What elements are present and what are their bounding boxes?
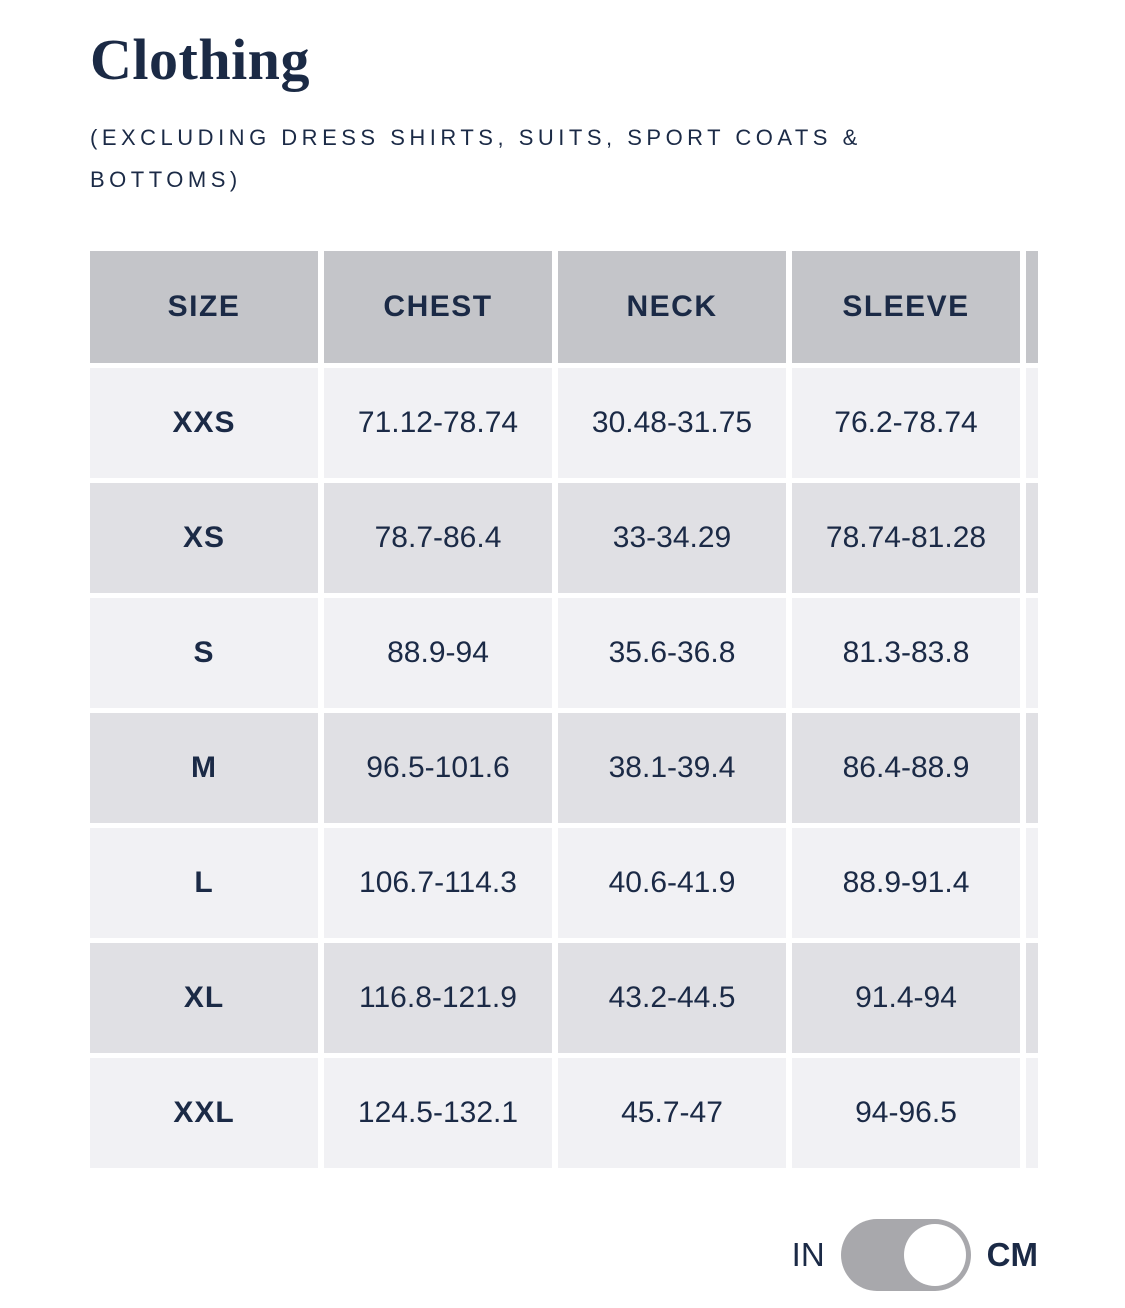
table-row: XXL 124.5-132.1 45.7-47 94-96.5 (90, 1058, 1038, 1168)
neck-value: 35.6-36.8 (558, 598, 786, 708)
chest-value: 71.12-78.74 (324, 368, 552, 478)
table-cell-partial (1026, 368, 1038, 478)
chest-value: 78.7-86.4 (324, 483, 552, 593)
chest-value: 106.7-114.3 (324, 828, 552, 938)
table-cell-partial (1026, 828, 1038, 938)
neck-value: 43.2-44.5 (558, 943, 786, 1053)
sleeve-value: 78.74-81.28 (792, 483, 1020, 593)
size-label: XXL (90, 1058, 318, 1168)
table-row: L 106.7-114.3 40.6-41.9 88.9-91.4 (90, 828, 1038, 938)
table-row: XXS 71.12-78.74 30.48-31.75 76.2-78.74 (90, 368, 1038, 478)
sleeve-value: 94-96.5 (792, 1058, 1020, 1168)
unit-label-cm[interactable]: CM (986, 1236, 1038, 1273)
size-table-scroll[interactable]: SIZE CHEST NECK SLEEVE XXS 71.12-78.74 3… (90, 251, 1038, 1173)
neck-value: 38.1-39.4 (558, 713, 786, 823)
chest-value: 96.5-101.6 (324, 713, 552, 823)
table-cell-partial (1026, 1058, 1038, 1168)
table-cell-partial (1026, 943, 1038, 1053)
size-label: XL (90, 943, 318, 1053)
table-cell-partial (1026, 713, 1038, 823)
sleeve-value: 76.2-78.74 (792, 368, 1020, 478)
size-label: S (90, 598, 318, 708)
table-header-row: SIZE CHEST NECK SLEEVE (90, 251, 1038, 363)
sleeve-value: 91.4-94 (792, 943, 1020, 1053)
sleeve-value: 86.4-88.9 (792, 713, 1020, 823)
unit-label-in[interactable]: IN (791, 1236, 825, 1273)
neck-value: 33-34.29 (558, 483, 786, 593)
neck-value: 45.7-47 (558, 1058, 786, 1168)
size-label: XS (90, 483, 318, 593)
column-header-sleeve: SLEEVE (792, 251, 1020, 363)
column-header-partial (1026, 251, 1038, 363)
size-label: XXS (90, 368, 318, 478)
sleeve-value: 88.9-91.4 (792, 828, 1020, 938)
table-cell-partial (1026, 483, 1038, 593)
chest-value: 116.8-121.9 (324, 943, 552, 1053)
unit-toggle-switch[interactable] (840, 1219, 971, 1291)
neck-value: 40.6-41.9 (558, 828, 786, 938)
toggle-knob[interactable] (903, 1224, 966, 1286)
table-row: M 96.5-101.6 38.1-39.4 86.4-88.9 (90, 713, 1038, 823)
page-subtitle: (EXCLUDING DRESS SHIRTS, SUITS, SPORT CO… (90, 125, 862, 192)
neck-value: 30.48-31.75 (558, 368, 786, 478)
size-label: M (90, 713, 318, 823)
page-title: Clothing (90, 27, 310, 92)
chest-value: 88.9-94 (324, 598, 552, 708)
column-header-chest: CHEST (324, 251, 552, 363)
table-row: S 88.9-94 35.6-36.8 81.3-83.8 (90, 598, 1038, 708)
table-row: XL 116.8-121.9 43.2-44.5 91.4-94 (90, 943, 1038, 1053)
sleeve-value: 81.3-83.8 (792, 598, 1020, 708)
column-header-size: SIZE (90, 251, 318, 363)
chest-value: 124.5-132.1 (324, 1058, 552, 1168)
table-row: XS 78.7-86.4 33-34.29 78.74-81.28 (90, 483, 1038, 593)
size-label: L (90, 828, 318, 938)
column-header-neck: NECK (558, 251, 786, 363)
table-cell-partial (1026, 598, 1038, 708)
unit-toggle-row: IN CM (90, 1219, 1038, 1291)
